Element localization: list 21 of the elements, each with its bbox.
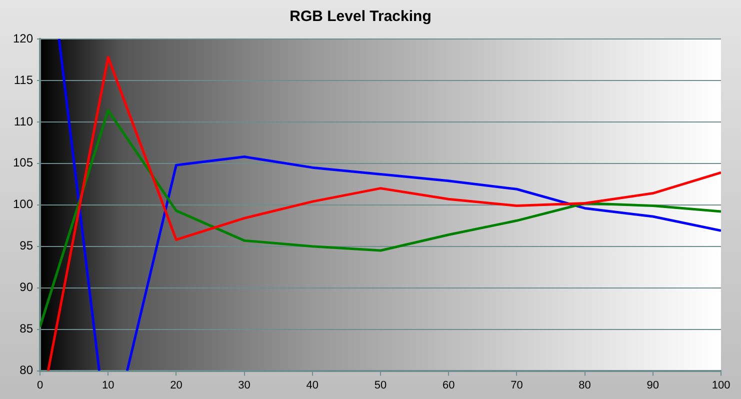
y-tick-label: 100 <box>12 197 34 212</box>
x-tick-label: 100 <box>712 379 730 392</box>
x-tick-label: 0 <box>36 379 44 392</box>
x-tick-label: 70 <box>510 379 523 392</box>
x-tick-label: 90 <box>646 379 660 392</box>
y-tick-label: 105 <box>12 156 34 170</box>
x-tick-label: 40 <box>306 379 319 392</box>
chart-title: RGB Level Tracking <box>290 8 432 26</box>
x-tick-label: 30 <box>238 379 250 392</box>
y-tick-label: 80 <box>20 363 34 378</box>
y-tick-label: 85 <box>20 322 34 336</box>
x-tick-label: 20 <box>170 379 182 392</box>
x-tick-label: 10 <box>102 379 114 392</box>
x-tick-label: 60 <box>442 379 455 392</box>
x-tick-label: 50 <box>374 379 387 392</box>
x-tick-label: 80 <box>578 379 591 392</box>
y-tick-label: 115 <box>14 72 34 87</box>
y-tick-label: 95 <box>20 238 34 253</box>
y-tick-label: 120 <box>12 31 34 46</box>
y-tick-label: 110 <box>14 114 34 128</box>
y-tick-label: 90 <box>20 280 34 294</box>
